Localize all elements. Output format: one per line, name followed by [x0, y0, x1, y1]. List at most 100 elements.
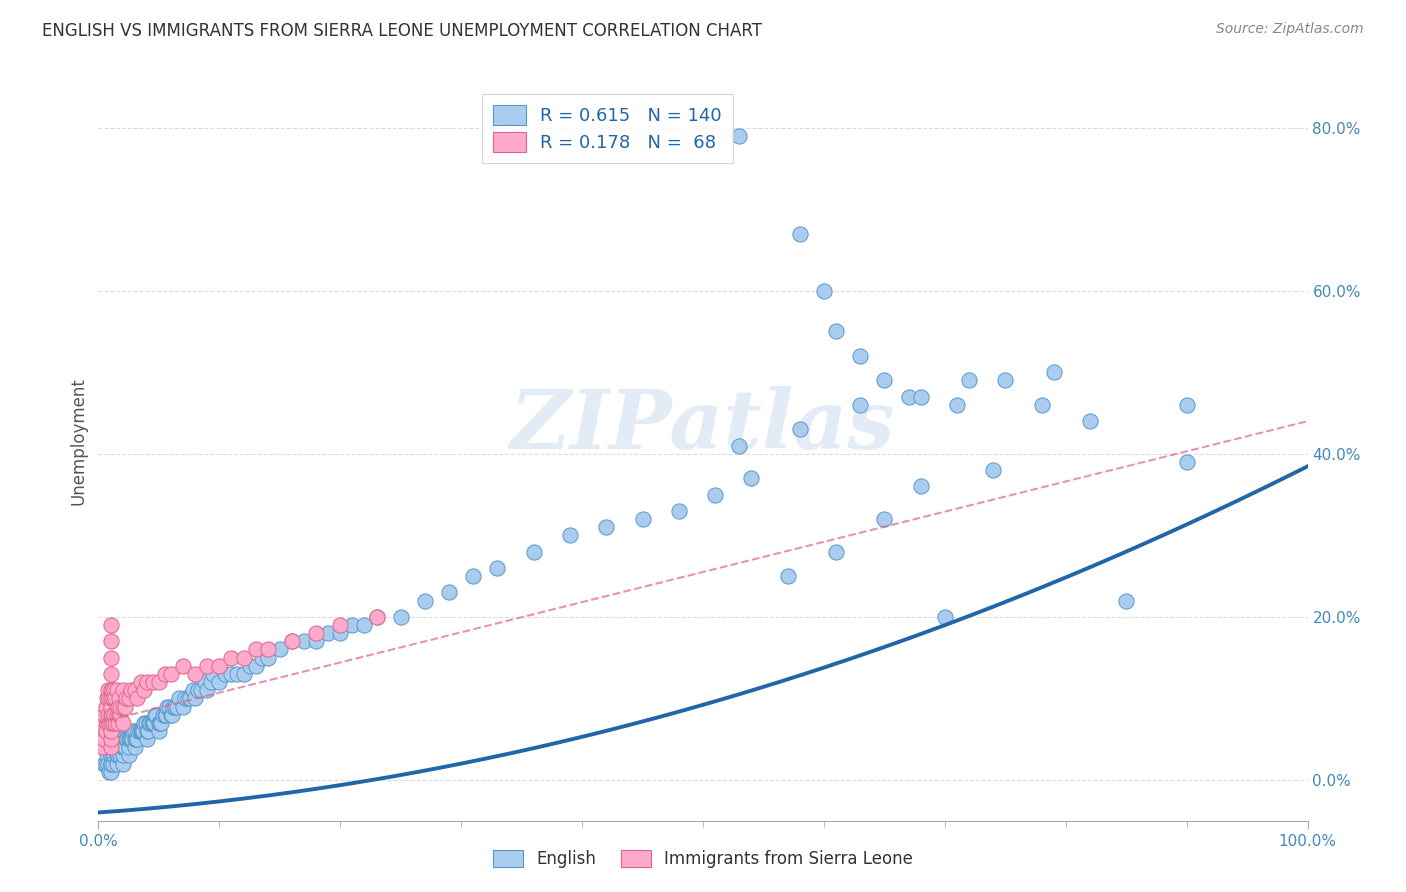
- Point: [910, 390, 932, 404]
- Point: [316, 626, 339, 640]
- Point: [256, 642, 278, 657]
- Point: [232, 650, 254, 665]
- Point: [108, 740, 131, 755]
- Point: [121, 732, 143, 747]
- Point: [226, 666, 249, 681]
- Point: [118, 740, 141, 755]
- Point: [105, 740, 128, 755]
- Point: [129, 723, 152, 738]
- Y-axis label: Unemployment: Unemployment: [69, 377, 87, 506]
- Point: [292, 634, 315, 648]
- Point: [93, 756, 115, 771]
- Point: [111, 732, 134, 747]
- Point: [108, 707, 131, 722]
- Point: [100, 748, 122, 763]
- Point: [110, 740, 132, 755]
- Point: [353, 618, 375, 632]
- Point: [981, 463, 1004, 477]
- Point: [184, 666, 207, 681]
- Point: [329, 618, 352, 632]
- Point: [256, 650, 278, 665]
- Point: [849, 398, 872, 412]
- Point: [118, 732, 141, 747]
- Point: [160, 707, 183, 722]
- Point: [111, 740, 134, 755]
- Point: [100, 634, 122, 648]
- Point: [142, 675, 165, 690]
- Point: [93, 732, 115, 747]
- Point: [122, 723, 145, 738]
- Point: [957, 373, 980, 387]
- Point: [132, 723, 155, 738]
- Point: [910, 479, 932, 493]
- Point: [98, 715, 121, 730]
- Point: [111, 699, 134, 714]
- Point: [100, 666, 122, 681]
- Point: [668, 504, 690, 518]
- Point: [195, 683, 218, 698]
- Point: [160, 707, 183, 722]
- Point: [134, 683, 156, 698]
- Point: [100, 650, 122, 665]
- Point: [100, 740, 122, 755]
- Point: [595, 520, 617, 534]
- Point: [115, 691, 138, 706]
- Point: [366, 610, 388, 624]
- Point: [148, 675, 170, 690]
- Point: [135, 675, 157, 690]
- Point: [250, 650, 273, 665]
- Point: [108, 707, 131, 722]
- Point: [111, 683, 134, 698]
- Point: [108, 740, 131, 755]
- Point: [108, 699, 131, 714]
- Point: [91, 723, 114, 738]
- Point: [281, 634, 304, 648]
- Point: [100, 707, 122, 722]
- Point: [105, 732, 128, 747]
- Point: [101, 691, 124, 706]
- Point: [740, 471, 762, 485]
- Point: [1042, 365, 1064, 379]
- Point: [208, 675, 231, 690]
- Point: [143, 715, 166, 730]
- Point: [101, 715, 124, 730]
- Point: [463, 569, 485, 583]
- Point: [134, 715, 156, 730]
- Point: [179, 691, 201, 706]
- Point: [305, 626, 328, 640]
- Point: [100, 699, 122, 714]
- Point: [100, 740, 122, 755]
- Point: [558, 528, 581, 542]
- Point: [135, 715, 157, 730]
- Point: [97, 756, 120, 771]
- Point: [187, 683, 209, 698]
- Point: [105, 748, 128, 763]
- Text: Source: ZipAtlas.com: Source: ZipAtlas.com: [1216, 22, 1364, 37]
- Point: [934, 610, 956, 624]
- Point: [131, 723, 153, 738]
- Point: [100, 740, 122, 755]
- Point: [97, 683, 120, 698]
- Point: [100, 618, 122, 632]
- Point: [389, 610, 412, 624]
- Point: [138, 715, 160, 730]
- Point: [245, 642, 267, 657]
- Point: [100, 764, 122, 779]
- Point: [100, 740, 122, 755]
- Point: [118, 748, 141, 763]
- Point: [202, 666, 225, 681]
- Point: [100, 683, 122, 698]
- Point: [94, 756, 117, 771]
- Point: [194, 675, 217, 690]
- Point: [101, 748, 124, 763]
- Point: [108, 748, 131, 763]
- Point: [101, 756, 124, 771]
- Point: [437, 585, 460, 599]
- Point: [160, 666, 183, 681]
- Point: [873, 512, 896, 526]
- Point: [281, 634, 304, 648]
- Point: [329, 626, 352, 640]
- Text: ENGLISH VS IMMIGRANTS FROM SIERRA LEONE UNEMPLOYMENT CORRELATION CHART: ENGLISH VS IMMIGRANTS FROM SIERRA LEONE …: [42, 22, 762, 40]
- Point: [143, 707, 166, 722]
- Point: [149, 715, 172, 730]
